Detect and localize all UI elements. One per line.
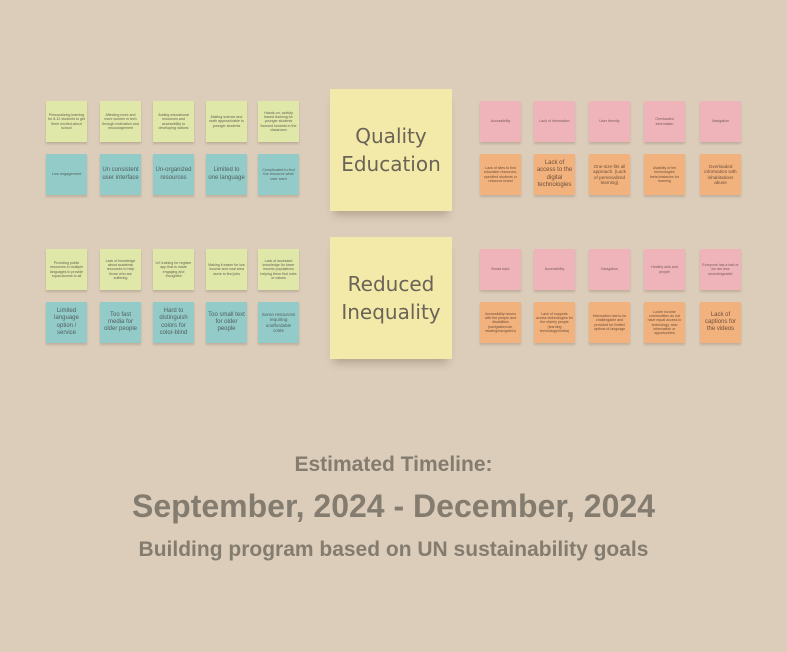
note-text: Too fast media for older people [103, 311, 138, 333]
note-text: Complicated to find the resource what us… [262, 167, 295, 181]
note-text: Accessibility issues with the people and… [484, 311, 517, 333]
sticky-note[interactable]: Navigation [589, 249, 630, 290]
sticky-note[interactable]: Un consistent user interface [100, 154, 141, 195]
timeline-dates: September, 2024 - December, 2024 [132, 488, 655, 524]
topic-title: Quality Education [341, 124, 441, 176]
sticky-note[interactable]: Limited language option / service [46, 302, 87, 343]
sticky-note[interactable]: Lack of sites to find education resource… [480, 154, 521, 195]
sticky-note[interactable]: User friendly [589, 101, 630, 142]
note-text: Providing public resources in multiple l… [49, 260, 84, 278]
whiteboard: Personalizing learning for 8-12 students… [46, 89, 741, 359]
sticky-note[interactable]: Limited to one language [206, 154, 247, 195]
sticky-note[interactable]: Complicated to find the resource what us… [258, 154, 299, 195]
note-text: UX training for register app that is mad… [155, 260, 192, 278]
note-text: Lower income communities do not have equ… [647, 309, 682, 336]
note-text: Personalizing learning for 8-12 students… [48, 112, 85, 130]
sticky-note[interactable]: Usability of the technologies feels/obst… [644, 154, 685, 195]
note-text: Lack of sites to find education resource… [483, 165, 518, 183]
note-text: Navigation [712, 119, 729, 124]
sticky-note[interactable]: Accessibility issues with the people and… [480, 302, 521, 343]
note-text: Un consistent user interface [102, 167, 139, 181]
sticky-note[interactable]: Affecting more and more women in tech th… [100, 101, 141, 142]
sticky-note[interactable]: Hands-on, activity based learning for yo… [258, 101, 299, 142]
sticky-note[interactable]: UX training for register app that is mad… [153, 249, 194, 290]
topic-note-quality-education[interactable]: Quality Education [330, 89, 452, 211]
note-text: Low engagement [51, 172, 82, 177]
note-text: Lack of information [539, 119, 570, 124]
note-text: Overloaded information [655, 117, 674, 126]
note-text: Navigation [601, 267, 618, 272]
topic-title: Reduced Inequality [341, 272, 441, 324]
note-text: Limited language option / service [54, 308, 79, 336]
sticky-note[interactable]: Hard to distinguish colors for color-bli… [153, 302, 194, 343]
note-text: Making it easier for low income and rura… [208, 263, 245, 276]
note-text: Lack of access to the digital technologi… [536, 160, 573, 188]
sticky-note[interactable]: Accessibility [480, 101, 521, 142]
note-text: Usability of the technologies feels/obst… [650, 165, 679, 183]
note-text: Information has to be challengable and p… [592, 313, 627, 331]
sticky-note[interactable]: Overloaded information [644, 101, 685, 142]
sticky-note[interactable]: Lack of supports across technologies for… [534, 302, 575, 343]
note-text: Hard to distinguish colors for color-bli… [159, 308, 188, 336]
note-text: Un-organized resources [155, 167, 192, 181]
note-text: One-size-fits all approach. (Lack of per… [593, 163, 626, 186]
sticky-note[interactable]: Adding educational resources and accessi… [153, 101, 194, 142]
topic-note-reduced-inequality[interactable]: Reduced Inequality [330, 237, 452, 359]
sticky-note[interactable]: Overloaded information with inhabitation… [700, 154, 741, 195]
timeline-subtitle: Building program based on UN sustainabil… [138, 538, 649, 561]
sticky-note[interactable]: Low engagement [46, 154, 87, 195]
sticky-note[interactable]: Information has to be challengable and p… [589, 302, 630, 343]
note-text: Healthy aids and people [651, 265, 678, 274]
note-text: Making science and math approachable to … [209, 115, 244, 128]
sticky-note[interactable]: Making it easier for low income and rura… [206, 249, 247, 290]
note-text: Accessibility [490, 119, 511, 124]
note-text: Lack of accessed knowledge for lower inc… [260, 258, 297, 280]
note-text: Accessibility [544, 267, 565, 272]
note-text: Too small text for older people [208, 311, 245, 333]
note-text: Broad topic [491, 267, 510, 272]
sticky-note[interactable]: Un-organized resources [153, 154, 194, 195]
note-text: Affecting more and more women in tech th… [102, 112, 139, 130]
note-text: Lack of supports across technologies for… [536, 311, 573, 333]
note-text: Everyone has a bad or we are less knowle… [702, 263, 739, 276]
sticky-note[interactable]: Broad topic [480, 249, 521, 290]
sticky-note[interactable]: Lack of knowledge about academic resourc… [100, 249, 141, 290]
note-text: Limited to one language [208, 167, 245, 181]
sticky-note[interactable]: Lack of information [534, 101, 575, 142]
sticky-note[interactable]: Lack of access to the digital technologi… [534, 154, 575, 195]
timeline-label: Estimated Timeline: [294, 453, 493, 476]
sticky-note[interactable]: Too fast media for older people [100, 302, 141, 343]
note-text: Some resources requiring unaffordable co… [261, 311, 296, 334]
sticky-note[interactable]: Lack of accessed knowledge for lower inc… [258, 249, 299, 290]
note-text: Overloaded information with inhabitation… [704, 163, 737, 186]
note-text: Adding educational resources and accessi… [158, 112, 189, 130]
sticky-note[interactable]: Personalizing learning for 8-12 students… [46, 101, 87, 142]
sticky-note[interactable]: Everyone has a bad or we are less knowle… [700, 249, 741, 290]
note-text: Lack of captions for the videos [704, 311, 737, 333]
note-text: User friendly [599, 119, 620, 124]
sticky-note[interactable]: Too small text for older people [206, 302, 247, 343]
sticky-note[interactable]: Healthy aids and people [644, 249, 685, 290]
note-text: Hands-on, activity based learning for yo… [260, 110, 297, 132]
note-text: Lack of knowledge about academic resourc… [105, 258, 136, 280]
sticky-note[interactable]: Some resources requiring unaffordable co… [258, 302, 299, 343]
sticky-note[interactable]: Lack of captions for the videos [700, 302, 741, 343]
sticky-note[interactable]: Making science and math approachable to … [206, 101, 247, 142]
sticky-note[interactable]: Providing public resources in multiple l… [46, 249, 87, 290]
sticky-note[interactable]: Accessibility [534, 249, 575, 290]
sticky-note[interactable]: One-size-fits all approach. (Lack of per… [589, 154, 630, 195]
sticky-note[interactable]: Lower income communities do not have equ… [644, 302, 685, 343]
sticky-note[interactable]: Navigation [700, 101, 741, 142]
